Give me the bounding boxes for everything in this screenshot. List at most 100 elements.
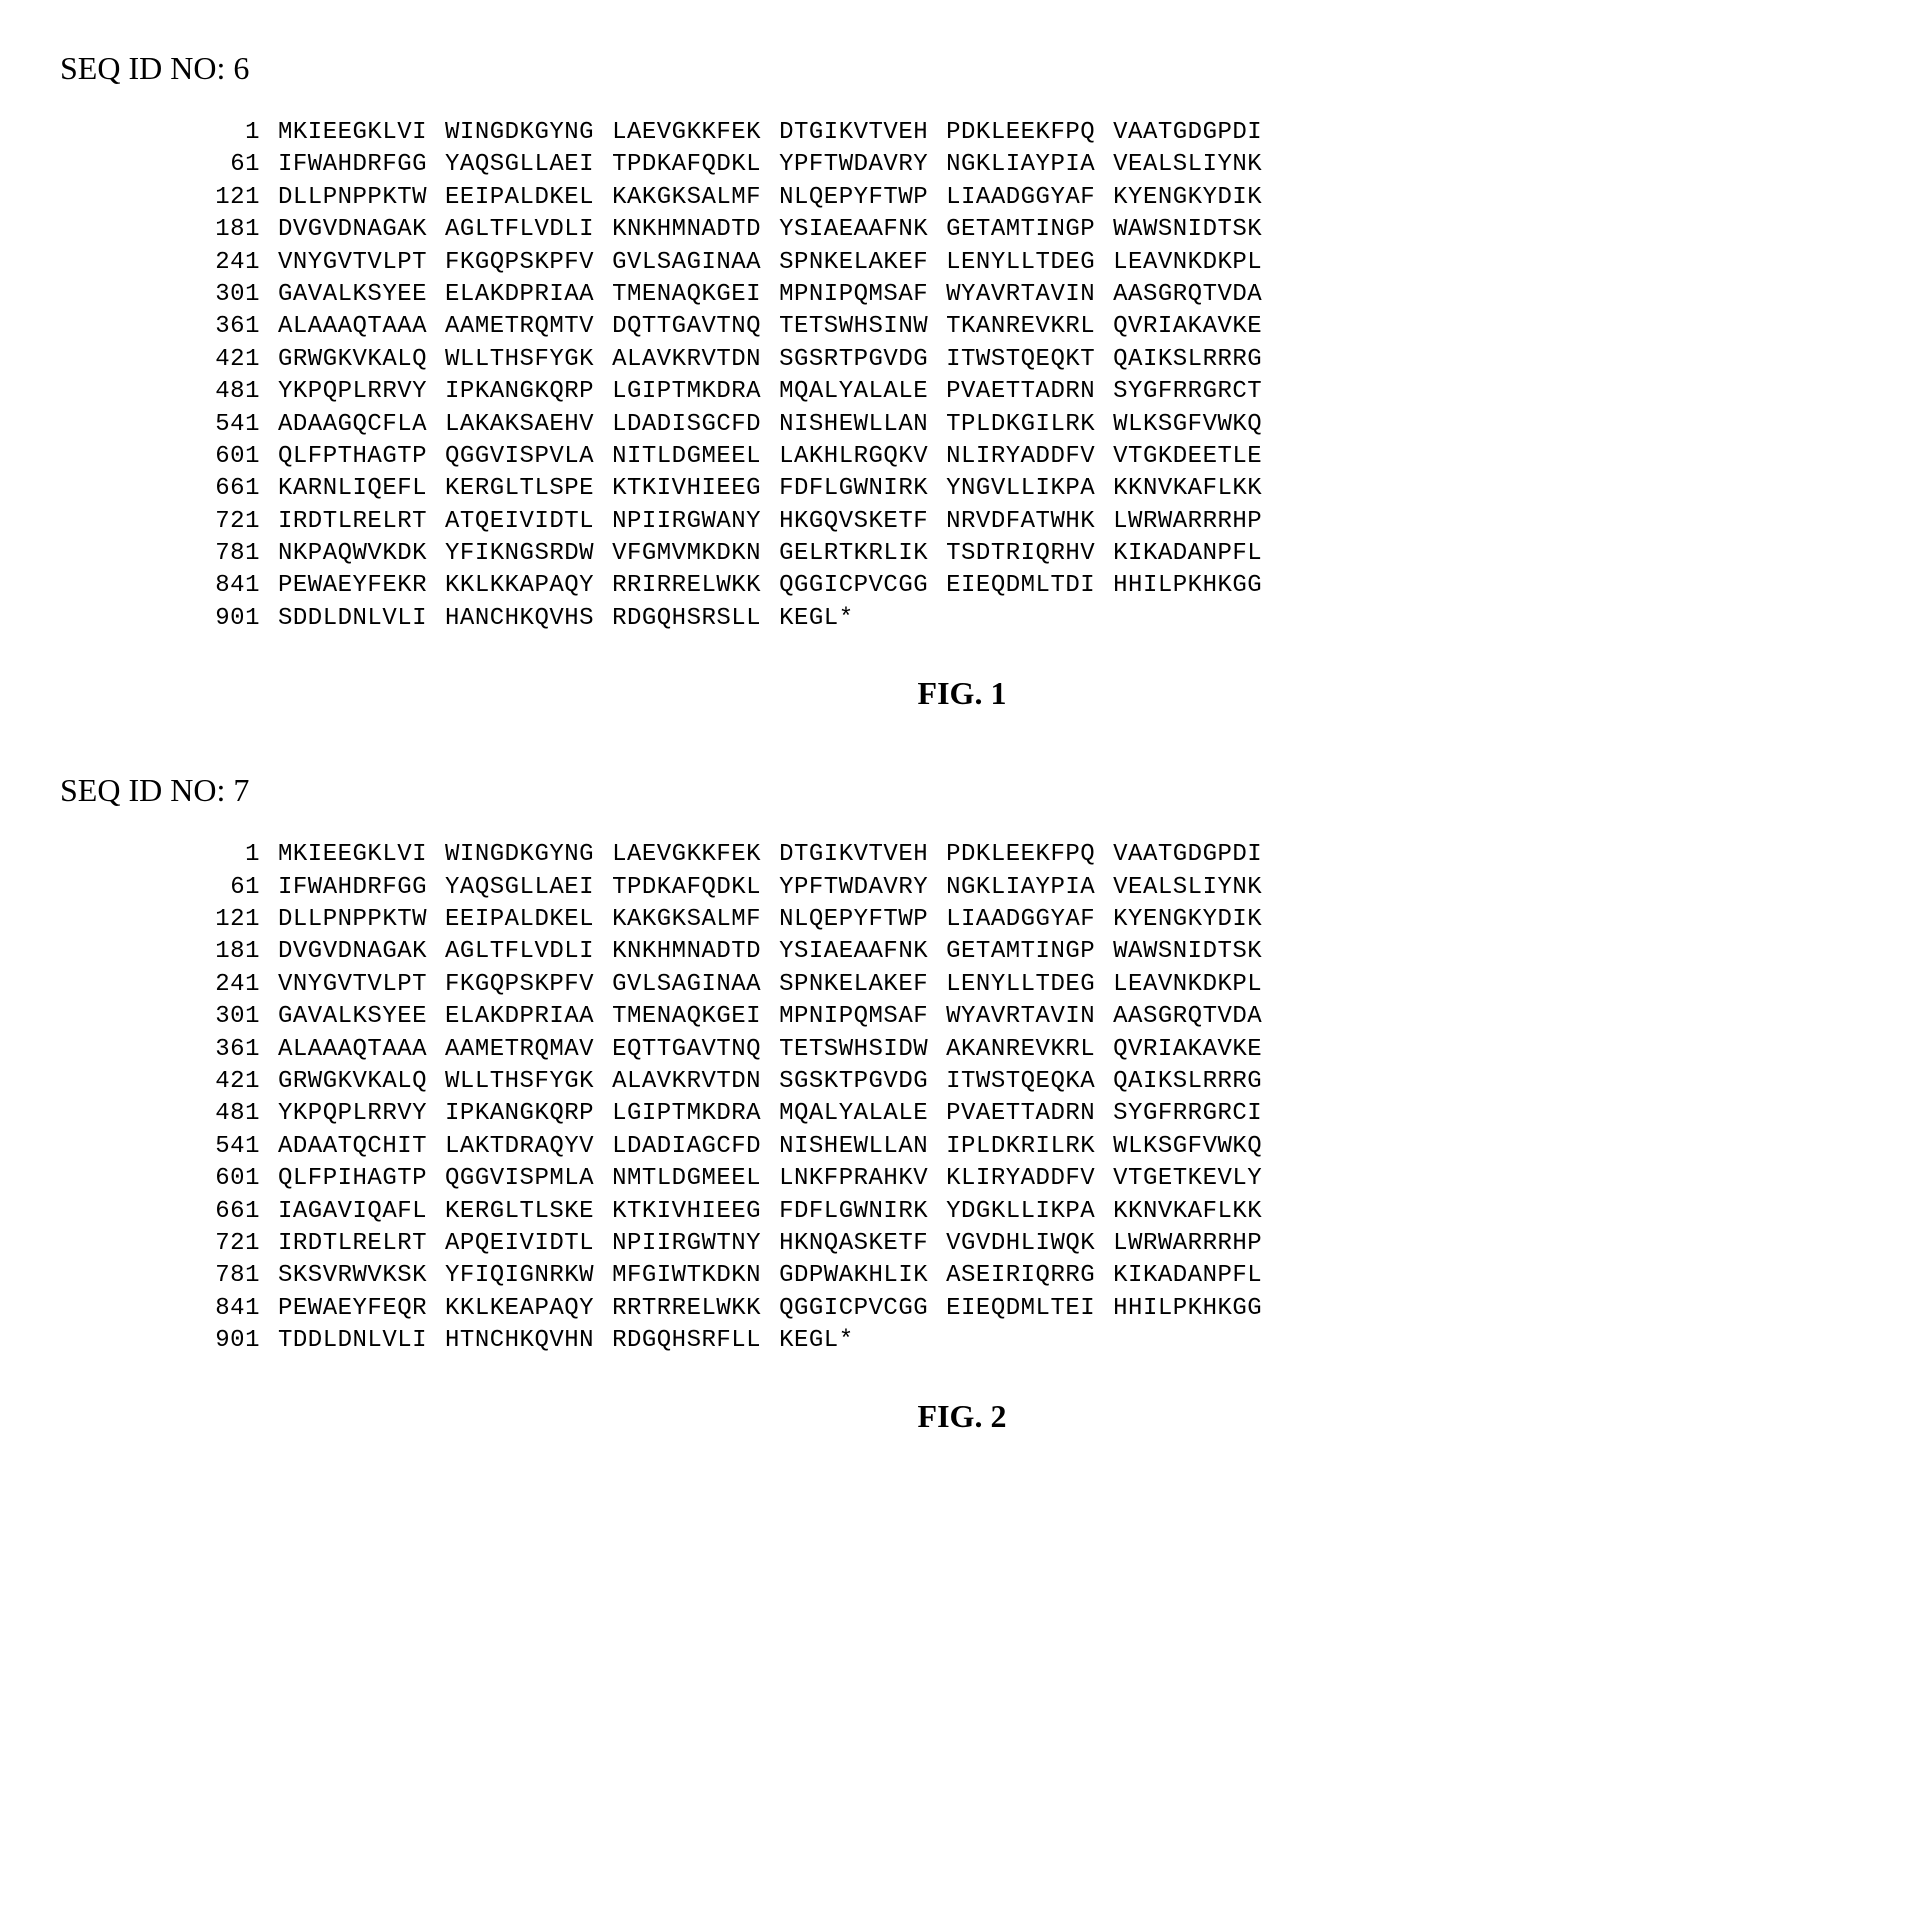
sequence-chunk: KLIRYADDFV [946,1163,1095,1195]
sequence-position: 721 [200,506,260,538]
sequence-chunk: TMENAQKGEI [612,279,761,311]
sequence-position: 181 [200,214,260,246]
sequence-chunk: LENYLLTDEG [946,247,1095,279]
sequence-chunk: KNKHMNADTD [612,936,761,968]
sequence-chunk: YNGVLLIKPA [946,473,1095,505]
sequence-chunk: VFGMVMKDKN [612,538,761,570]
sequence-chunk: YFIQIGNRKW [445,1260,594,1292]
sequence-chunk: YDGKLLIKPA [946,1196,1095,1228]
sequence-chunk: IRDTLRELRT [278,1228,427,1260]
sequence-chunk: KKLKKAPAQY [445,570,594,602]
sequence-chunk: TETSWHSINW [779,311,928,343]
sequence-chunk: NPIIRGWTNY [612,1228,761,1260]
sequence-position: 541 [200,1131,260,1163]
sequence-chunk: MPNIPQMSAF [779,279,928,311]
sequence-chunk: EQTTGAVTNQ [612,1034,761,1066]
sequence-chunk: HHILPKHKGG [1113,1293,1262,1325]
sequence-chunk: AAMETRQMAV [445,1034,594,1066]
sequence-chunk: SPNKELAKEF [779,247,928,279]
sequence-chunk: QAIKSLRRRG [1113,1066,1262,1098]
sequence-chunk: QGGVISPMLA [445,1163,594,1195]
sequence-chunk: VEALSLIYNK [1113,872,1262,904]
sequence-chunk: LAKHLRGQKV [779,441,928,473]
sequence-position: 541 [200,409,260,441]
sequence-chunk: AAMETRQMTV [445,311,594,343]
sequence-chunk: VNYGVTVLPT [278,247,427,279]
sequence-chunk: NRVDFATWHK [946,506,1095,538]
sequence-chunk: TMENAQKGEI [612,1001,761,1033]
sequence-row: 601QLFPIHAGTPQGGVISPMLANMTLDGMEELLNKFPRA… [200,1163,1864,1195]
sequence-position: 181 [200,936,260,968]
sequence-chunk: IPKANGKQRP [445,1098,594,1130]
sequence-chunk: KKNVKAFLKK [1113,1196,1262,1228]
sequence-chunk: IPLDKRILRK [946,1131,1095,1163]
sequence-position: 361 [200,1034,260,1066]
sequence-position: 121 [200,904,260,936]
sequence-chunk: TKANREVKRL [946,311,1095,343]
sequence-chunk: EEIPALDKEL [445,182,594,214]
sequence-chunk: ATQEIVIDTL [445,506,594,538]
sequence-chunk: KYENGKYDIK [1113,182,1262,214]
sequence-chunk: DQTTGAVTNQ [612,311,761,343]
sequence-row: 421GRWGKVKALQWLLTHSFYGKALAVKRVTDNSGSRTPG… [200,344,1864,376]
sequence-chunk: FKGQPSKPFV [445,247,594,279]
sequence-position: 301 [200,279,260,311]
sequence-chunk: NISHEWLLAN [779,1131,928,1163]
sequence-position: 1 [200,839,260,871]
sequence-chunk: QVRIAKAVKE [1113,311,1262,343]
sequence-chunk: YAQSGLLAEI [445,149,594,181]
sequence-chunk: ASEIRIQRRG [946,1260,1095,1292]
sequence-chunk: NGKLIAYPIA [946,149,1095,181]
sequence-chunk: IFWAHDRFGG [278,149,427,181]
sequence-chunk: ELAKDPRIAA [445,1001,594,1033]
sequence-row: 421GRWGKVKALQWLLTHSFYGKALAVKRVTDNSGSKTPG… [200,1066,1864,1098]
sequence-position: 421 [200,1066,260,1098]
sequence-chunk: NLIRYADDFV [946,441,1095,473]
sequence-row: 181DVGVDNAGAKAGLTFLVDLIKNKHMNADTDYSIAEAA… [200,214,1864,246]
sequence-chunk: DVGVDNAGAK [278,214,427,246]
sequence-row: 121DLLPNPPKTWEEIPALDKELKAKGKSALMFNLQEPYF… [200,904,1864,936]
sequence-chunk: APQEIVIDTL [445,1228,594,1260]
sequence-chunk: MKIEEGKLVI [278,839,427,871]
sequence-position: 721 [200,1228,260,1260]
sequence-chunk: LAEVGKKFEK [612,117,761,149]
sequence-chunk: YPFTWDAVRY [779,149,928,181]
sequence-chunk: LGIPTMKDRA [612,1098,761,1130]
sequence-chunk: LAKAKSAEHV [445,409,594,441]
sequence-chunk: LGIPTMKDRA [612,376,761,408]
sequence-position: 61 [200,149,260,181]
sequence-position: 781 [200,538,260,570]
sequence-chunk: TPLDKGILRK [946,409,1095,441]
sequence-chunk: WYAVRTAVIN [946,1001,1095,1033]
sequence-chunk: GDPWAKHLIK [779,1260,928,1292]
sequence-chunk: RRIRRELWKK [612,570,761,602]
sequence-chunk: TETSWHSIDW [779,1034,928,1066]
sequence-chunk: YKPQPLRRVY [278,1098,427,1130]
sequence-chunk: PDKLEEKFPQ [946,117,1095,149]
sequence-row: 181DVGVDNAGAKAGLTFLVDLIKNKHMNADTDYSIAEAA… [200,936,1864,968]
sequence-chunk: KKLKEAPAQY [445,1293,594,1325]
sequence-chunk: GVLSAGINAA [612,247,761,279]
sequence-chunk: VGVDHLIWQK [946,1228,1095,1260]
sequence-chunk: YFIKNGSRDW [445,538,594,570]
sequence-chunk: WLLTHSFYGK [445,1066,594,1098]
sequence-chunk: NGKLIAYPIA [946,872,1095,904]
sequence-chunk: QLFPIHAGTP [278,1163,427,1195]
seq-header-2: SEQ ID NO: 7 [60,772,1864,809]
sequence-chunk: GAVALKSYEE [278,1001,427,1033]
sequence-chunk: KEGL* [779,603,854,635]
sequence-chunk: WINGDKGYNG [445,839,594,871]
sequence-chunk: ADAATQCHIT [278,1131,427,1163]
sequence-chunk: KERGLTLSKE [445,1196,594,1228]
sequence-row: 541ADAATQCHITLAKTDRAQYVLDADIAGCFDNISHEWL… [200,1131,1864,1163]
sequence-chunk: KAKGKSALMF [612,182,761,214]
sequence-chunk: NKPAQWVKDK [278,538,427,570]
sequence-chunk: ALAVKRVTDN [612,1066,761,1098]
figure-caption-2: FIG. 2 [60,1398,1864,1435]
sequence-row: 901SDDLDNLVLIHANCHKQVHSRDGQHSRSLLKEGL* [200,603,1864,635]
sequence-chunk: HKGQVSKETF [779,506,928,538]
sequence-chunk: KYENGKYDIK [1113,904,1262,936]
sequence-chunk: IPKANGKQRP [445,376,594,408]
sequence-row: 481YKPQPLRRVYIPKANGKQRPLGIPTMKDRAMQALYAL… [200,376,1864,408]
sequence-chunk: MPNIPQMSAF [779,1001,928,1033]
